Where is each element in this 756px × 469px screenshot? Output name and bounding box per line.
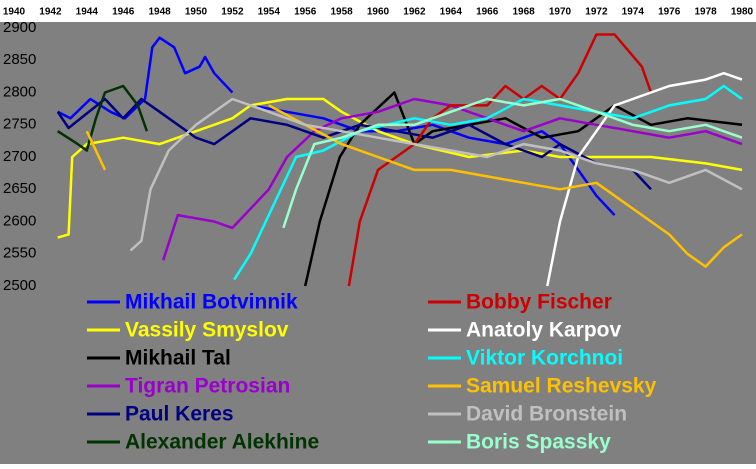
legend-label: Bobby Fischer [466,291,612,314]
x-tick-label: 1944 [76,7,99,18]
x-tick-label: 1966 [476,7,499,18]
legend-label: Mikhail Botvinnik [125,291,298,314]
x-tick-label: 1960 [367,7,390,18]
series-line [546,71,743,287]
series-line [85,104,743,268]
legend-label: Viktor Korchnoi [466,347,623,370]
x-tick-label: 1948 [148,7,171,18]
x-tick-label: 1964 [440,7,463,18]
ticks: 1940 1942 1944 1946 1948 1950 1952 1954 1956 1958… [3,7,754,294]
x-tick-label: 1940 [3,7,26,18]
x-tick-label: 1972 [585,7,608,18]
y-tick-label: 2550 [3,245,36,262]
legend-label: Vassily Smyslov [125,319,289,342]
x-tick-label: 1952 [221,7,244,18]
y-tick-label: 2650 [3,180,36,197]
legend-label: Tigran Petrosian [125,375,290,398]
x-tick-label: 1976 [658,7,681,18]
series-line [57,36,616,216]
x-tick-label: 1970 [549,7,572,18]
legend-label: Paul Keres [125,403,234,426]
chart-background [0,22,756,464]
x-tick-label: 1962 [403,7,426,18]
x-tick-label: 1942 [39,7,62,18]
legend-label: Anatoly Karpov [466,319,622,342]
legend-label: Samuel Reshevsky [466,375,657,398]
y-tick-label: 2500 [3,277,36,294]
x-tick-label: 1950 [185,7,208,18]
x-tick-label: 1946 [112,7,135,18]
y-tick-label: 2800 [3,83,36,100]
x-tick-label: 1980 [731,7,754,18]
legend-label: Mikhail Tal [125,347,231,370]
legend-label: Alexander Alekhine [125,431,319,454]
x-tick-label: 1956 [294,7,317,18]
plot [57,33,743,287]
y-tick-label: 2750 [3,116,36,133]
y-tick-label: 2850 [3,51,36,68]
x-tick-label: 1958 [330,7,353,18]
x-tick-label: 1968 [512,7,535,18]
series-line [129,97,743,252]
y-tick-label: 2700 [3,148,36,165]
y-tick-label: 2900 [3,19,36,36]
series-line [57,84,149,152]
legend: Mikhail Botvinnik Vassily Smyslov Mikhail … [87,291,657,454]
y-tick-label: 2600 [3,212,36,229]
series-line [233,84,743,281]
x-tick-label: 1978 [694,7,717,18]
series-line [162,97,743,261]
x-tick-label: 1974 [622,7,645,18]
legend-label: David Bronstein [466,403,627,426]
legend-label: Boris Spassky [466,431,611,454]
series-line [282,97,743,229]
x-tick-label: 1954 [258,7,281,18]
